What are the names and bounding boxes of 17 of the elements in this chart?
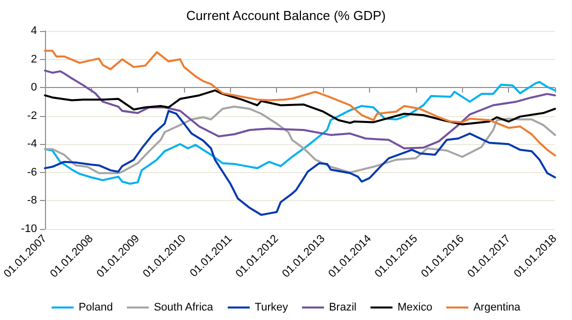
y-tick-label: -8 (27, 194, 37, 207)
y-tick-label: 4 (30, 25, 37, 37)
legend-label: Argentina (473, 302, 522, 314)
y-tick-label: 2 (30, 53, 37, 66)
line-series (44, 106, 556, 174)
y-tick-label: 0 (30, 82, 37, 94)
line-series (44, 110, 556, 216)
y-tick-label: -10 (21, 223, 37, 235)
legend-label: Brazil (328, 302, 356, 314)
y-tick-label: -6 (27, 166, 37, 178)
y-tick-label: -2 (27, 110, 37, 122)
y-tick-label: -4 (27, 138, 37, 150)
legend-label: Turkey (254, 302, 288, 314)
chart-title: Current Account Balance (% GDP) (186, 8, 386, 23)
legend-label: South Africa (154, 302, 214, 314)
legend-label: Mexico (397, 302, 432, 314)
legend-label: Poland (78, 302, 113, 314)
